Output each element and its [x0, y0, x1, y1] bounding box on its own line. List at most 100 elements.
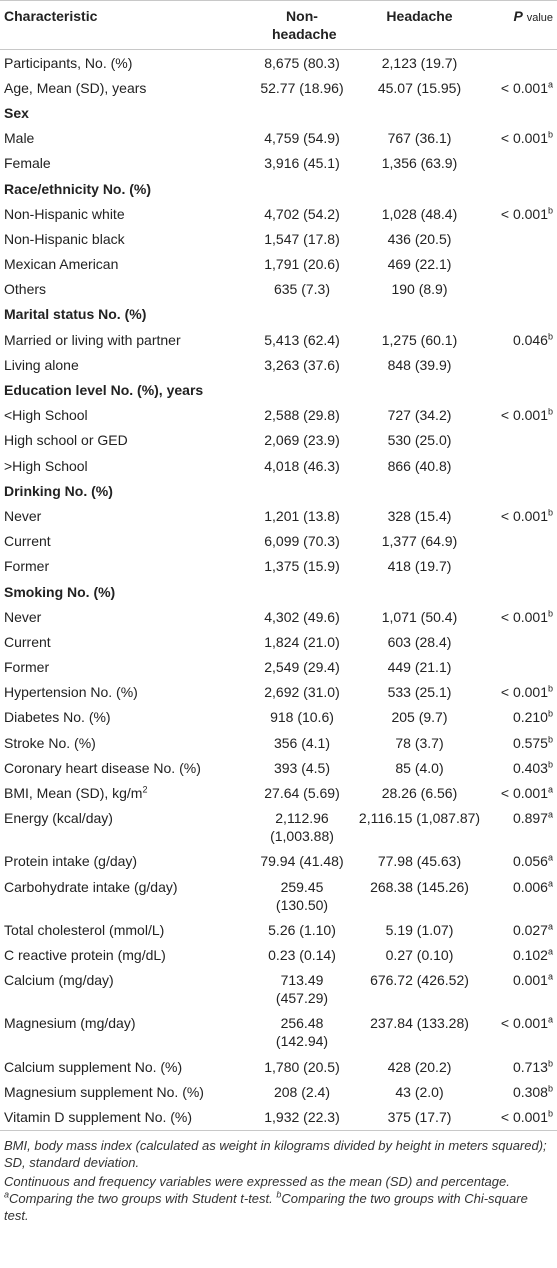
p-value: 0.210: [512, 709, 548, 726]
label-text: Coronary heart disease No. (%): [4, 759, 201, 776]
p-value: 0.102: [512, 946, 548, 963]
headache-cell: 205 (9.7): [391, 709, 448, 726]
section-heading: Education level No. (%), years: [4, 382, 204, 399]
headache-cell: 328 (15.4): [387, 507, 452, 524]
non-headache-cell: 3,263 (37.6): [264, 356, 340, 373]
non-headache-cell: 8,675 (80.3): [264, 54, 340, 71]
footnotes: BMI, body mass index (calculated as weig…: [0, 1131, 557, 1224]
non-headache-cell: 79.94 (41.48): [260, 853, 344, 870]
p-value: 0.308: [512, 1083, 548, 1100]
headache-cell: 449 (21.1): [387, 659, 452, 676]
p-value-cell: [485, 655, 557, 680]
row-label: Carbohydrate intake (g/day): [0, 874, 250, 917]
label-text: Others: [4, 281, 47, 298]
headache-cell: 428 (20.2): [387, 1058, 452, 1075]
label-text: Energy (kcal/day): [4, 810, 113, 827]
row-label: BMI, Mean (SD), kg/m2: [0, 780, 250, 805]
row-label: Former: [0, 554, 250, 579]
headache-cell: 5.19 (1.07): [385, 921, 454, 938]
p-value-cell: [485, 226, 557, 251]
label-text: Calcium (mg/day): [4, 972, 114, 989]
table-row: Age, Mean (SD), years 52.77 (18.96) 45.07 …: [0, 75, 557, 100]
table-row: Education level No. (%), years: [0, 377, 557, 402]
p-note: b: [547, 205, 553, 216]
p-note: b: [547, 608, 553, 619]
footnote: BMI, body mass index (calculated as weig…: [4, 1137, 547, 1170]
table-row: Protein intake (g/day) 79.94 (41.48) 77.98…: [0, 849, 557, 874]
table-row: Married or living with partner 5,413 (62.…: [0, 327, 557, 352]
p-value-cell: [485, 428, 557, 453]
p-value: 0.006: [512, 878, 548, 895]
p-value-cell: [485, 453, 557, 478]
p-note: b: [547, 734, 553, 744]
row-label: Protein intake (g/day): [0, 849, 250, 874]
non-headache-cell: 6,099 (70.3): [264, 533, 340, 550]
non-headache-cell: 713.49 (457.29): [275, 972, 329, 1007]
table-row: Female 3,916 (45.1) 1,356 (63.9): [0, 151, 557, 176]
non-headache-cell: 5,413 (62.4): [264, 331, 340, 348]
label-text: Former: [4, 558, 50, 575]
p-value: 0.046: [512, 331, 548, 348]
p-value: < 0.001: [500, 205, 548, 222]
p-value: < 0.001: [500, 407, 548, 424]
label-text: Magnesium (mg/day): [4, 1015, 136, 1032]
row-label: Coronary heart disease No. (%): [0, 755, 250, 780]
headache-cell: 1,071 (50.4): [381, 608, 458, 625]
p-value: < 0.001: [500, 785, 548, 802]
p-value: 0.056: [512, 853, 548, 870]
table-row: Magnesium (mg/day) 256.48 (142.94) 237.84 …: [0, 1011, 557, 1054]
table-row: Current 6,099 (70.3) 1,377 (64.9): [0, 529, 557, 554]
row-label: Male: [0, 126, 250, 151]
p-value-cell: 0.056a: [485, 849, 557, 874]
p-symbol: P: [513, 8, 523, 24]
table-row: Never 1,201 (13.8) 328 (15.4) < 0.001b: [0, 503, 557, 528]
p-value-cell: 0.403b: [485, 755, 557, 780]
label-text: Female: [4, 155, 51, 172]
table-row: Total cholesterol (mmol/L) 5.26 (1.10) 5.1…: [0, 917, 557, 942]
non-headache-cell: 1,932 (22.3): [264, 1108, 340, 1125]
table-row: Mexican American 1,791 (20.6) 469 (22.1): [0, 252, 557, 277]
non-headache-cell: 1,824 (21.0): [264, 633, 340, 650]
p-value-cell: [485, 50, 557, 76]
footnote-mark: a: [4, 1189, 10, 1200]
p-value-cell: [485, 252, 557, 277]
table-row: >High School 4,018 (46.3) 866 (40.8): [0, 453, 557, 478]
label-text: Calcium supplement No. (%): [4, 1058, 183, 1075]
table-row: Never 4,302 (49.6) 1,071 (50.4) < 0.001b: [0, 604, 557, 629]
table-row: Hypertension No. (%) 2,692 (31.0) 533 (25.…: [0, 680, 557, 705]
p-note: b: [547, 708, 553, 719]
label-text: Never: [4, 507, 42, 524]
header-cell: Characteristic: [4, 8, 98, 24]
row-label: Calcium supplement No. (%): [0, 1054, 250, 1079]
table-row: Race/ethnicity No. (%): [0, 176, 557, 201]
p-value: 0.001: [512, 972, 548, 989]
table-row: Former 2,549 (29.4) 449 (21.1): [0, 655, 557, 680]
table-row: Vitamin D supplement No. (%) 1,932 (22.3)…: [0, 1104, 557, 1130]
table-header: Characteristic Non-headache Headache P v…: [0, 0, 557, 50]
data-table: Characteristic Non-headache Headache P v…: [0, 0, 557, 1130]
table-row: Drinking No. (%): [0, 478, 557, 503]
p-value-cell: 0.308b: [485, 1079, 557, 1104]
headache-cell: 237.84 (133.28): [370, 1015, 469, 1032]
row-label: Magnesium (mg/day): [0, 1011, 250, 1054]
row-label: High school or GED: [0, 428, 250, 453]
p-value: < 0.001: [500, 130, 548, 147]
row-label: Living alone: [0, 352, 250, 377]
headache-cell: 28.26 (6.56): [381, 785, 458, 802]
label-text: Hypertension No. (%): [4, 684, 138, 701]
table-row: Carbohydrate intake (g/day) 259.45 (130.5…: [0, 874, 557, 917]
p-note: a: [547, 921, 553, 932]
row-label: Never: [0, 604, 250, 629]
p-value-cell: [485, 554, 557, 579]
headache-cell: 45.07 (15.95): [377, 79, 462, 96]
table-row: Male 4,759 (54.9) 767 (36.1) < 0.001b: [0, 126, 557, 151]
p-value-cell: < 0.001b: [485, 403, 557, 428]
headache-cell: 43 (2.0): [395, 1083, 444, 1100]
p-note: a: [547, 79, 553, 90]
non-headache-cell: 2,112.96 (1,003.88): [270, 810, 334, 845]
p-note: b: [547, 331, 553, 341]
p-value: < 0.001: [500, 684, 548, 701]
p-value-cell: 0.575b: [485, 730, 557, 755]
non-headache-cell: 27.64 (5.69): [264, 785, 340, 802]
p-value-cell: 0.006a: [485, 874, 557, 917]
